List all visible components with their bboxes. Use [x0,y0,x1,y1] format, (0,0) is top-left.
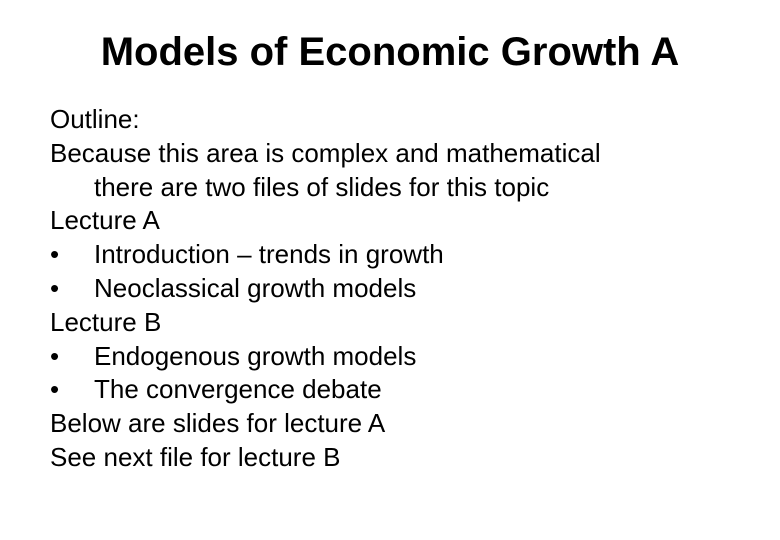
intro-text-line-2: there are two files of slides for this t… [50,171,730,205]
list-item: • Introduction – trends in growth [50,238,730,272]
bullet-text: The convergence debate [94,373,382,407]
bullet-text: Introduction – trends in growth [94,238,444,272]
bullet-text: Endogenous growth models [94,340,416,374]
footer-line-2: See next file for lecture B [50,441,730,475]
footer-line-1: Below are slides for lecture A [50,407,730,441]
outline-label: Outline: [50,103,730,137]
slide: Models of Economic Growth A Outline: Bec… [0,0,780,540]
bullet-text: Neoclassical growth models [94,272,416,306]
lecture-a-label: Lecture A [50,204,730,238]
list-item: • Endogenous growth models [50,340,730,374]
intro-text-line-1: Because this area is complex and mathema… [50,137,730,171]
bullet-icon: • [50,238,94,272]
lecture-b-label: Lecture B [50,306,730,340]
list-item: • The convergence debate [50,373,730,407]
slide-title: Models of Economic Growth A [50,30,730,75]
bullet-icon: • [50,272,94,306]
bullet-icon: • [50,373,94,407]
list-item: • Neoclassical growth models [50,272,730,306]
bullet-icon: • [50,340,94,374]
slide-body: Outline: Because this area is complex an… [50,103,730,475]
